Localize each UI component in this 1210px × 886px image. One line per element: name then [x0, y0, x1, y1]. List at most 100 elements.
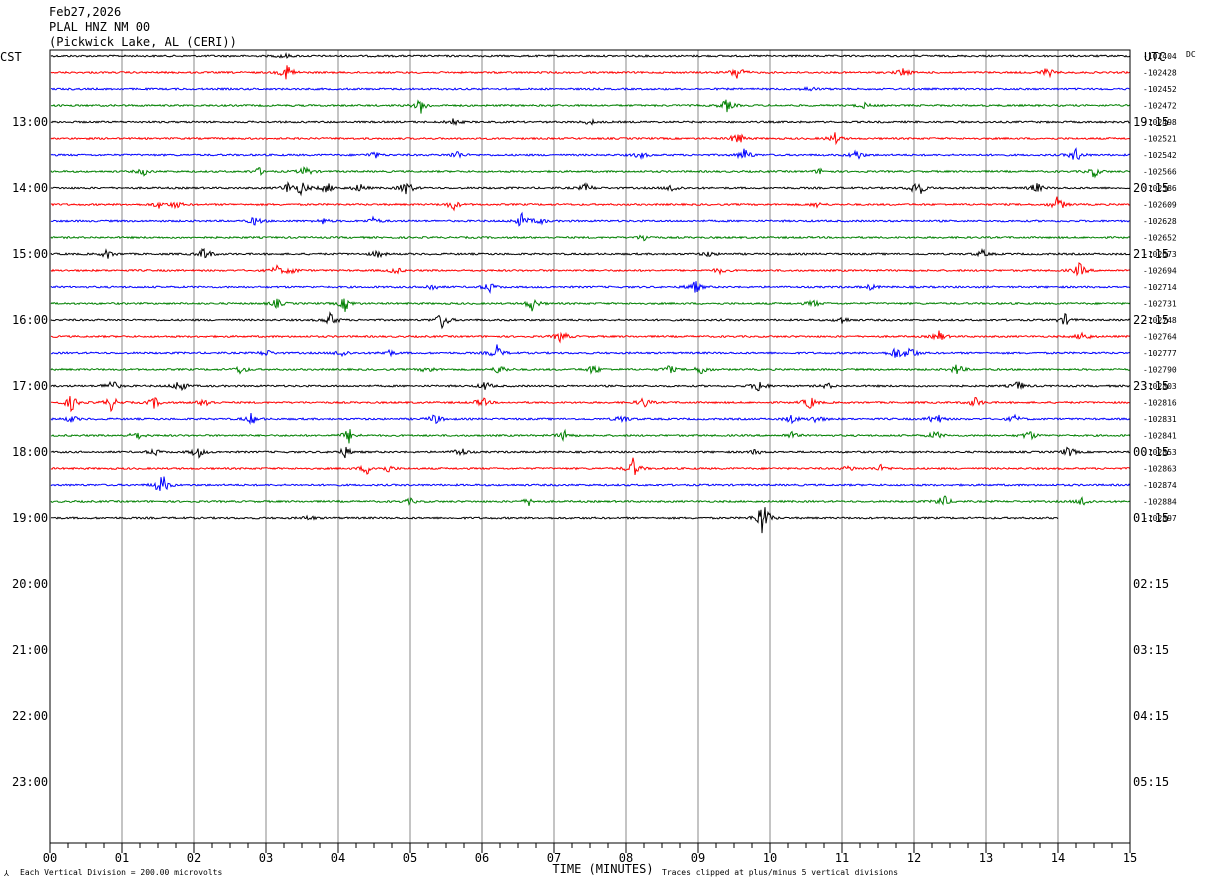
- x-tick-label: 03: [259, 851, 273, 865]
- left-hour-label: 13:00: [12, 115, 48, 129]
- footer-scale-note: Each Vertical Division = 200.00 microvol…: [20, 868, 222, 877]
- left-hour-label: 14:00: [12, 181, 48, 195]
- trace-line: [50, 247, 1131, 259]
- trace-line: [50, 330, 1131, 344]
- right-hour-label: 19:15: [1133, 115, 1169, 129]
- dc-value: -102803: [1143, 382, 1177, 391]
- dc-value: -102764: [1143, 333, 1177, 342]
- dc-value: -102628: [1143, 217, 1177, 226]
- left-hour-label: 20:00: [12, 577, 48, 591]
- dc-value: -102874: [1143, 481, 1177, 490]
- trace-line: [50, 132, 1131, 146]
- left-hour-label: 16:00: [12, 313, 48, 327]
- dc-value: -102897: [1143, 514, 1177, 523]
- dc-value: -102566: [1143, 168, 1177, 177]
- left-hour-label: 18:00: [12, 445, 48, 459]
- trace-line: [50, 446, 1131, 459]
- left-hour-label: 19:00: [12, 511, 48, 525]
- dc-value: -102472: [1143, 102, 1177, 111]
- dc-value: -102777: [1143, 349, 1177, 358]
- x-tick-label: 14: [1051, 851, 1065, 865]
- x-tick-label: 02: [187, 851, 201, 865]
- x-tick-label: 07: [547, 851, 561, 865]
- x-axis: 00 01 02 03 04 05 06 07 08 09 10 11 12 13 14 15: [43, 843, 1137, 865]
- trace-line: [50, 65, 1131, 80]
- x-tick-label: 10: [763, 851, 777, 865]
- right-hour-labels: 19:15 20:15 21:15 22:15 23:15 00:15 01:15 02:15…: [1133, 115, 1169, 789]
- dc-value: -102853: [1143, 448, 1177, 457]
- right-hour-label: 02:15: [1133, 577, 1169, 591]
- right-hour-label: 21:15: [1133, 247, 1169, 261]
- header-date: Feb27,2026: [49, 5, 121, 19]
- trace-line: [50, 51, 1131, 59]
- trace-line: [51, 396, 1131, 413]
- trace-group: [50, 51, 1131, 534]
- dc-value: -102790: [1143, 366, 1177, 375]
- x-axis-title: TIME (MINUTES): [552, 862, 653, 876]
- x-tick-label: 06: [475, 851, 489, 865]
- plot-frame: [49, 49, 1131, 844]
- left-hour-label: 21:00: [12, 643, 48, 657]
- trace-line: [51, 507, 1059, 534]
- dc-value: -102498: [1143, 118, 1177, 127]
- left-hour-label: 23:00: [12, 775, 48, 789]
- dc-value: -102586: [1143, 184, 1177, 193]
- trace-line: [50, 181, 1131, 197]
- right-hour-label: 22:15: [1133, 313, 1169, 327]
- dc-value: -102748: [1143, 316, 1177, 325]
- trace-line: [50, 86, 1131, 92]
- right-hour-label: 00:15: [1133, 445, 1169, 459]
- trace-line: [50, 117, 1131, 127]
- left-hour-label: 22:00: [12, 709, 48, 723]
- dc-value: -102404: [1143, 52, 1177, 61]
- dc-value: -102884: [1143, 498, 1177, 507]
- dc-value: -102652: [1143, 234, 1177, 243]
- minute-grid: [121, 50, 1059, 843]
- right-hour-label: 05:15: [1133, 775, 1169, 789]
- header-location: (Pickwick Lake, AL (CERI)): [49, 35, 237, 49]
- trace-line: [50, 311, 1131, 330]
- x-tick-label: 00: [43, 851, 57, 865]
- right-hour-label: 20:15: [1133, 181, 1169, 195]
- x-tick-label: 08: [619, 851, 633, 865]
- trace-line: [50, 196, 1131, 212]
- dc-value: -102428: [1143, 69, 1177, 78]
- dc-value: -102816: [1143, 399, 1177, 408]
- trace-line: [50, 147, 1131, 161]
- footer-clip-note: Traces clipped at plus/minus 5 vertical …: [662, 868, 898, 877]
- x-tick-label: 11: [835, 851, 849, 865]
- x-tick-label: 01: [115, 851, 129, 865]
- left-axis-label: CST: [0, 50, 22, 64]
- dc-value: -102521: [1143, 135, 1177, 144]
- header-station: PLAL HNZ NM 00: [49, 20, 150, 34]
- trace-line: [50, 262, 1131, 277]
- right-hour-label: 04:15: [1133, 709, 1169, 723]
- trace-line: [51, 428, 1131, 444]
- dc-value: -102609: [1143, 201, 1177, 210]
- trace-line: [50, 166, 1131, 179]
- x-tick-label: 15: [1123, 851, 1137, 865]
- left-hour-label: 15:00: [12, 247, 48, 261]
- left-hour-labels: 13:00 14:00 15:00 16:00 17:00 18:00 19:00 20:00…: [12, 115, 48, 789]
- x-tick-label: 09: [691, 851, 705, 865]
- trace-line: [50, 211, 1131, 227]
- dc-value: -102863: [1143, 465, 1177, 474]
- dc-value: -102731: [1143, 300, 1177, 309]
- x-tick-label: 05: [403, 851, 417, 865]
- right-hour-label: 03:15: [1133, 643, 1169, 657]
- dc-value-labels: -102404 -102428 -102452 -102472 -102498 -1025…: [1143, 52, 1177, 523]
- dc-value: -102542: [1143, 151, 1177, 160]
- trace-line: [50, 380, 1131, 392]
- dc-value: -102841: [1143, 432, 1177, 441]
- x-tick-label: 13: [979, 851, 993, 865]
- trace-line: [50, 413, 1131, 425]
- trace-line: [50, 298, 1131, 312]
- right-axis-label: UTC: [1144, 50, 1166, 64]
- trace-line: [50, 344, 1131, 358]
- x-tick-label: 12: [907, 851, 921, 865]
- dc-value: -102673: [1143, 250, 1177, 259]
- trace-line: [50, 281, 1131, 295]
- dc-label: DC: [1186, 50, 1196, 59]
